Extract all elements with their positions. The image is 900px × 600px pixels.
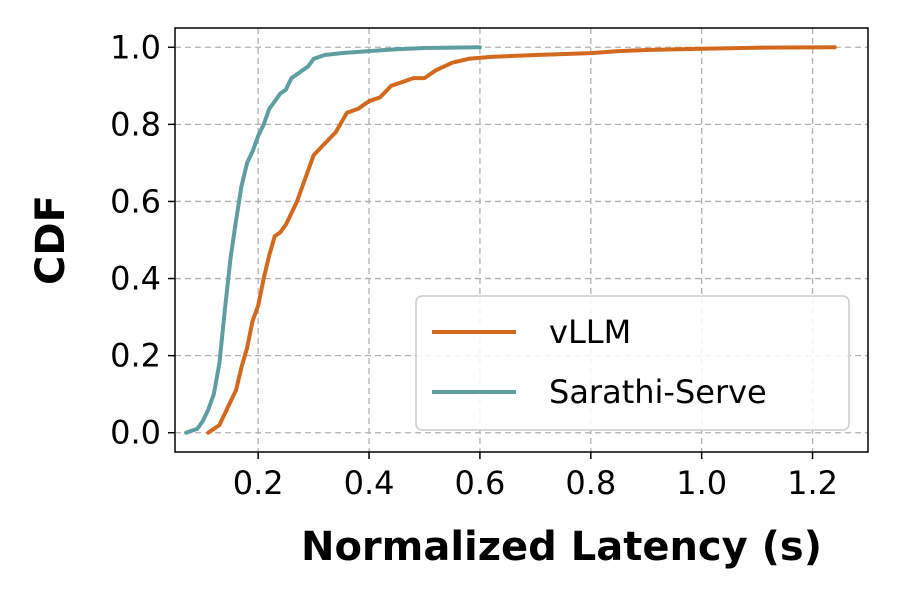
series-line-vllm [206,45,837,435]
legend-box [415,295,850,431]
series-line-sarathi-serve [184,45,482,435]
legend: vLLM Sarathi-Serve [415,295,850,431]
x-tick-label: 1.2 [787,464,838,502]
x-tick-label: 0.8 [565,464,616,502]
legend-label: Sarathi-Serve [549,373,767,411]
x-tick-label: 0.6 [454,464,505,502]
y-tick-label: 0.8 [110,105,161,143]
x-tick-label: 0.2 [233,464,284,502]
y-tick-label: 1.0 [110,28,161,66]
y-tick-label: 0.0 [110,414,161,452]
y-axis-title: CDF [28,195,74,285]
axis-ticks: 0.2 0.4 0.6 0.8 1.0 1.2 0.0 0.2 0.4 0.6 0.8 1.0 [110,28,838,502]
legend-label: vLLM [549,313,631,351]
x-tick-label: 1.0 [676,464,727,502]
plot-frame [174,27,869,453]
x-axis-title: Normalized Latency (s) [301,524,822,570]
grid [175,28,868,452]
y-tick-label: 0.2 [110,337,161,375]
y-tick-label: 0.4 [110,260,161,298]
x-tick-label: 0.4 [344,464,395,502]
series-lines [184,45,837,435]
y-tick-label: 0.6 [110,182,161,220]
